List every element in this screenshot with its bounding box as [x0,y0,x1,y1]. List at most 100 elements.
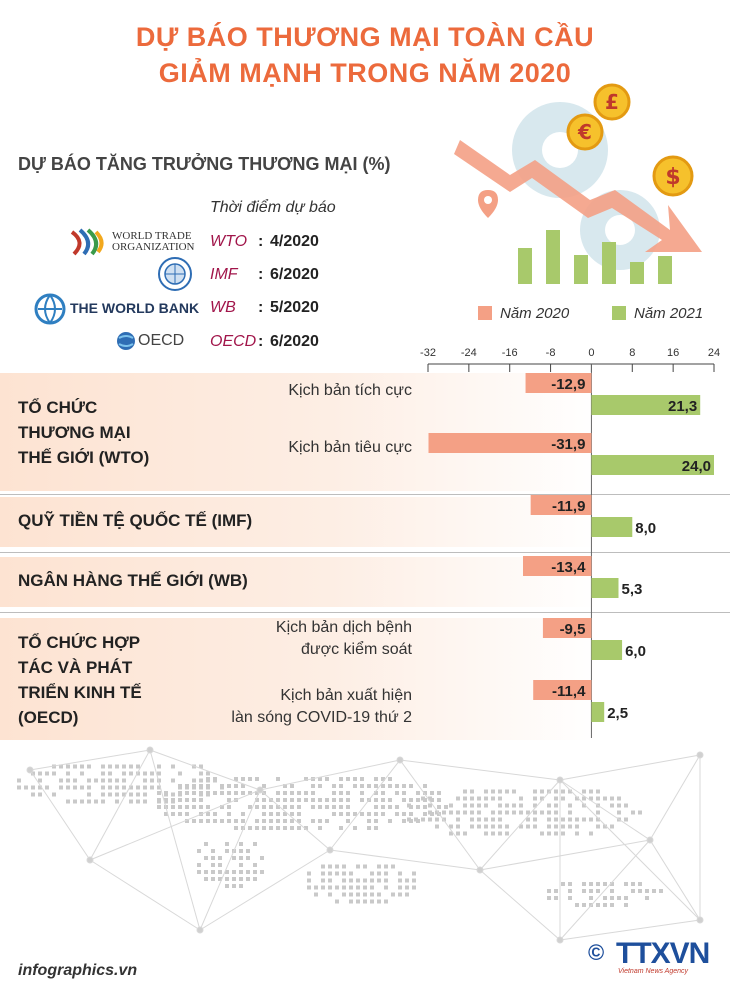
map-dot [129,799,133,804]
map-dot [596,903,600,907]
map-dot [610,803,614,808]
map-dot [255,777,259,781]
map-dot [470,796,474,801]
map-dot [407,803,411,808]
map-dot [484,824,488,829]
map-dot [204,842,208,846]
map-dot [582,796,586,801]
map-dot [360,784,364,788]
map-dot [246,877,250,881]
map-dot [353,784,357,788]
map-dot [638,882,642,886]
map-dot [232,870,236,874]
map-dot [115,792,119,797]
map-dot [232,877,236,881]
map-dot [342,871,346,876]
map-dot [192,784,196,788]
map-dot [314,892,318,897]
separator [0,552,730,553]
map-dot [66,785,70,790]
scenario-label-positive: Kịch bản tích cực [288,380,412,402]
x-tick-label: -16 [502,347,518,359]
map-dot [276,805,280,809]
map-dot [423,784,427,788]
map-dot [346,805,350,809]
map-dot [227,798,231,802]
map-dot [199,805,203,809]
map-dot [603,903,607,907]
map-dot [290,791,294,795]
map-dot [325,805,329,809]
map-dot [547,889,551,893]
map-dot [276,798,280,802]
map-dot [554,803,558,808]
map-dot [547,817,551,822]
org-colon: : [258,299,264,316]
x-tick-label: -24 [461,347,477,359]
map-dot [328,864,332,869]
map-dot [363,885,367,890]
org-colon: : [258,266,264,283]
map-dot [596,789,600,794]
map-dot [276,777,280,781]
svg-text:€: € [577,120,592,144]
bar-2020 [533,680,592,700]
map-dot [129,771,133,776]
map-dot [335,871,339,876]
map-dot [332,791,336,795]
bar-value-label: 8,0 [635,520,656,537]
map-dot [206,777,210,781]
map-dot [470,803,474,808]
org-colon: : [258,333,264,350]
map-dot [136,785,140,790]
map-dot [384,899,388,904]
map-dot [283,784,287,788]
oecd-logo-text: OECD [138,332,185,349]
map-dot [276,791,280,795]
map-dot [339,777,343,781]
map-dot [269,819,273,823]
map-dot [407,817,411,822]
map-dot [370,885,374,890]
bar-2021 [591,455,714,475]
bar-value-label: 6,0 [625,643,646,660]
map-dot [248,777,252,781]
map-dot [213,791,217,795]
map-dot [554,896,558,900]
map-dot [241,791,245,795]
map-dot [409,798,413,802]
map-dot [262,805,266,809]
map-dot [328,871,332,876]
map-dot [402,791,406,795]
map-dot [349,892,353,897]
map-dot [248,826,252,830]
map-dot [332,784,336,788]
map-dot [363,878,367,883]
map-dot [206,784,210,788]
map-dot [391,892,395,897]
world-bank-logo-text: THE WORLD BANK [70,300,200,316]
map-dot [304,826,308,830]
map-dot [381,798,385,802]
map-dot [241,784,245,788]
map-dot [171,778,175,783]
map-dot [575,824,579,829]
map-dot [659,889,663,893]
map-dot [304,791,308,795]
map-dot [241,826,245,830]
map-dot [73,785,77,790]
map-dot [157,785,161,790]
map-dot [449,803,453,808]
map-dot [603,882,607,886]
map-dot [253,842,257,846]
wto-logo-text-2: ORGANIZATION [112,241,195,253]
map-dot [218,863,222,867]
group-label-line: TỔ CHỨC HỢP [18,633,141,652]
map-dot [335,885,339,890]
network-line [149,749,201,931]
map-dot [596,810,600,815]
map-dot [269,812,273,816]
map-dot [463,831,467,836]
map-dot [192,805,196,809]
map-dot [218,856,222,860]
